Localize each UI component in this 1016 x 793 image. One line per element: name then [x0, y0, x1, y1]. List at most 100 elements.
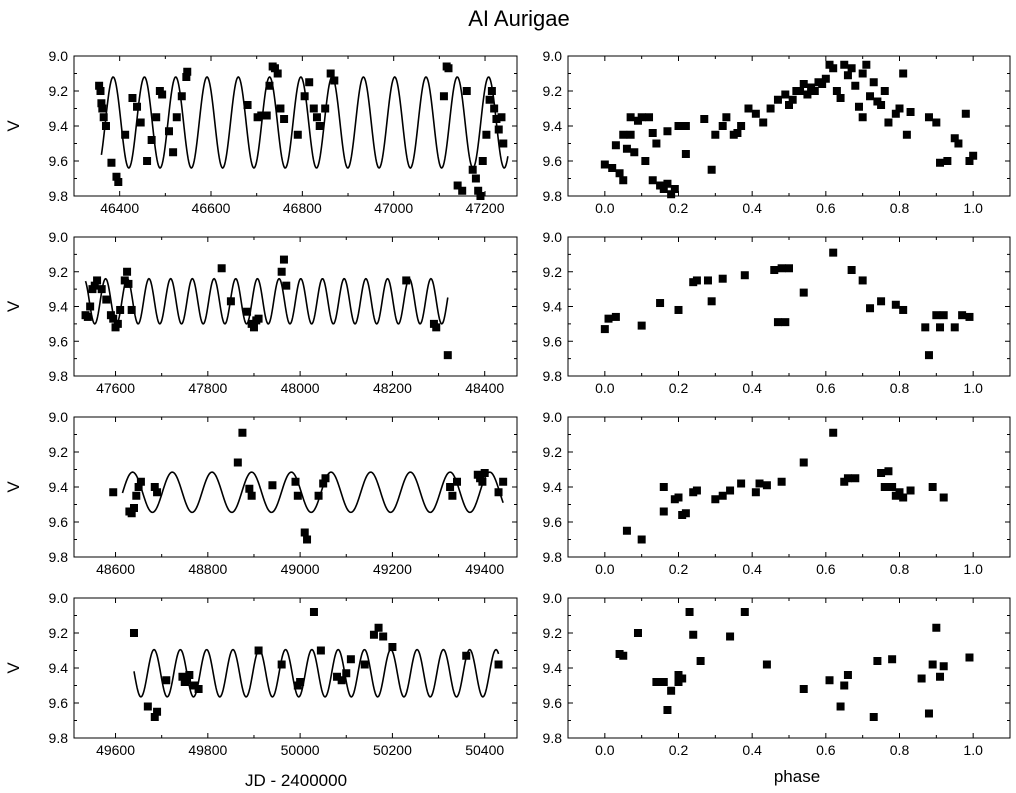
fit-curve [84, 277, 449, 325]
data-point [718, 491, 727, 500]
data-point [153, 707, 162, 716]
y-tick-label: 9.4 [543, 118, 563, 134]
data-point [494, 660, 503, 669]
data-point [888, 483, 897, 491]
data-point [124, 279, 133, 288]
data-point [740, 271, 749, 280]
data-point [659, 185, 668, 193]
data-point [109, 314, 118, 323]
data-point [873, 657, 882, 665]
data-point [663, 127, 672, 136]
y-tick-label: 9.8 [49, 188, 69, 204]
data-point [939, 493, 948, 502]
data-point [101, 122, 110, 130]
data-point [342, 669, 351, 678]
data-point [796, 87, 805, 95]
data-point [829, 248, 838, 257]
x-tick-label: 49600 [96, 742, 135, 758]
data-point [226, 297, 235, 306]
data-point [862, 60, 871, 69]
fit-curve [133, 648, 500, 698]
data-point [333, 672, 342, 681]
data-point [836, 702, 845, 711]
x-tick-label: 1.0 [963, 200, 983, 216]
data-point [129, 504, 138, 512]
data-point [453, 181, 462, 190]
data-point [965, 653, 974, 662]
data-point [961, 109, 970, 118]
data-point [840, 681, 849, 690]
data-point [90, 281, 99, 290]
data-point [891, 109, 900, 118]
y-tick-label: 9.4 [49, 479, 69, 495]
data-point [674, 305, 683, 314]
data-point [803, 90, 812, 99]
data-point [866, 92, 875, 101]
data-point [939, 311, 948, 320]
data-point [847, 64, 856, 73]
data-point [468, 165, 477, 174]
data-point [847, 266, 856, 275]
data-point [153, 488, 162, 497]
x-tick-label: 48800 [188, 561, 227, 577]
data-point [652, 678, 661, 686]
data-point [884, 118, 893, 127]
x-tick-label: 50200 [373, 742, 412, 758]
time-1-panel: 9.0 9.2 9.4 9.6 9.8 46400 46600 46800 47000 47200… [4, 48, 518, 216]
data-point [330, 76, 339, 85]
data-point [637, 321, 646, 330]
data-point [615, 169, 624, 178]
data-point [296, 678, 305, 686]
data-point [619, 130, 628, 139]
plot-frame [73, 597, 518, 739]
data-point [95, 81, 104, 90]
data-point [83, 312, 92, 321]
data-point [93, 276, 102, 285]
data-point [150, 713, 159, 721]
x-tick-label: 48200 [373, 380, 412, 396]
data-point [869, 78, 878, 87]
data-point [733, 129, 742, 137]
data-point [689, 630, 698, 639]
x-tick-label: 50400 [465, 742, 504, 758]
data-point [254, 314, 263, 323]
x-tick-label: 49000 [281, 561, 320, 577]
data-point [309, 104, 318, 113]
data-point [247, 491, 256, 500]
x-tick-label: 49200 [373, 561, 412, 577]
data-point [641, 157, 650, 165]
data-point [648, 129, 657, 137]
y-tick-label: 9.6 [49, 514, 69, 530]
x-tick-label: 46800 [283, 200, 322, 216]
data-point [637, 113, 646, 122]
phase-4-panel: 9.0 9.2 9.4 9.6 9.8 0.0 0.2 0.4 0.6 0.8 1.0 [543, 590, 1011, 758]
data-point [891, 300, 900, 309]
x-tick-label: 1.0 [963, 380, 983, 396]
data-point [303, 535, 312, 544]
data-point [107, 158, 116, 167]
x-tick-label: 48400 [465, 380, 504, 396]
data-point [478, 157, 487, 165]
data-point [663, 179, 672, 188]
data-point [895, 488, 904, 497]
x-tick-label: 47200 [466, 200, 505, 216]
x-tick-label: 48000 [281, 380, 320, 396]
x-tick-label: 0.4 [742, 742, 762, 758]
data-point [172, 113, 181, 122]
data-point [600, 325, 609, 334]
data-point [674, 493, 683, 502]
data-point [858, 113, 867, 122]
data-point [374, 623, 383, 632]
data-point [781, 90, 790, 99]
data-point [379, 632, 388, 641]
y-tick-label: 9.8 [49, 549, 69, 565]
data-point [762, 481, 771, 490]
data-point [626, 130, 635, 139]
data-point [899, 69, 908, 78]
y-tick-label: 9.4 [543, 299, 563, 315]
data-point [280, 115, 289, 123]
plot-frame [567, 55, 1011, 197]
data-point [692, 276, 701, 285]
time-3-panel: 9.0 9.2 9.4 9.6 9.8 48600 48800 49000 49200 49400… [4, 409, 518, 577]
data-point [700, 115, 709, 123]
